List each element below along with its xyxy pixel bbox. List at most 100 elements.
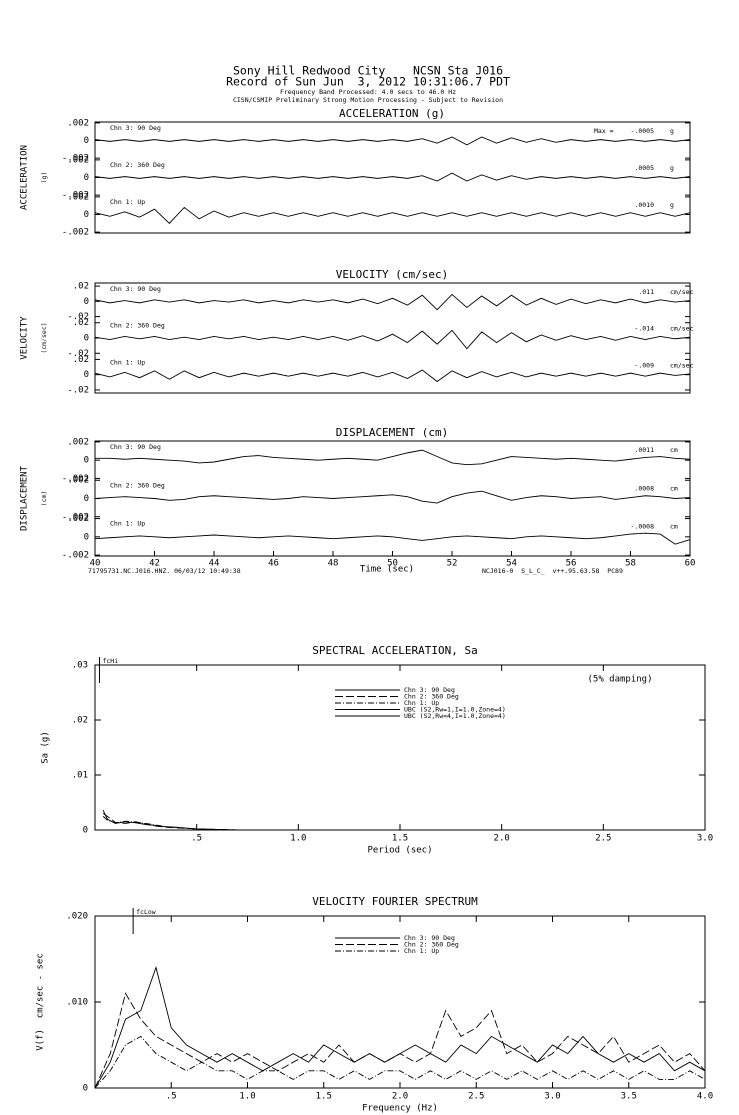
y-tick-label: .020 <box>66 912 88 922</box>
y-tick-label: -.002 <box>62 512 89 522</box>
x-tick-label: 1.5 <box>316 1092 332 1102</box>
x-tick-label: 3.0 <box>697 834 713 844</box>
legend-label: UBC (S2,Rw=1,I=1.0,Zone=4) <box>404 706 506 714</box>
y-axis-label: V(f) cm/sec - sec <box>36 953 46 1051</box>
panel-title: ACCELERATION (g) <box>339 107 445 120</box>
peak-value: -.009 <box>634 361 654 369</box>
x-tick-label: 42 <box>149 559 160 569</box>
peak-value: .011 <box>638 288 654 296</box>
legend-label: Chn 3: 90 Deg <box>404 934 455 942</box>
spectrum-line <box>94 992 706 1089</box>
y-tick-label: 0 <box>84 456 89 466</box>
legend-label: Chn 2: 360 Deg <box>404 941 459 949</box>
y-axis-label: VELOCITY <box>20 316 30 360</box>
x-tick-label: .5 <box>191 834 202 844</box>
y-tick-label: .02 <box>72 716 88 726</box>
revision-note: CISN/CSMIP Preliminary Strong Motion Pro… <box>233 96 503 104</box>
plot-frame <box>94 440 691 557</box>
spectrum-line <box>102 815 238 831</box>
channel-name: Chn 2: 360 Deg <box>110 481 165 489</box>
record-time: Record of Sun Jun 3, 2012 10:31:06.7 PDT <box>226 75 510 89</box>
y-tick-label: 0 <box>84 136 89 146</box>
peak-value: -.0008 <box>631 523 655 531</box>
y-tick-label: 0 <box>83 826 88 836</box>
legend-label: Chn 2: 360 Deg <box>404 693 459 701</box>
y-tick-label: .02 <box>73 355 89 365</box>
y-axis-label: ACCELERATION <box>20 145 30 210</box>
legend-label: Chn 1: Up <box>404 699 439 707</box>
x-axis-label: Period (sec) <box>367 846 432 856</box>
y-tick-label: .002 <box>67 155 89 165</box>
x-tick-label: 2.0 <box>392 1092 408 1102</box>
x-tick-label: 44 <box>209 559 220 569</box>
trace <box>94 369 691 383</box>
y-tick-label: 0 <box>84 334 89 344</box>
max-label: Max = <box>594 127 614 135</box>
y-tick-label: .02 <box>73 318 89 328</box>
x-axis-label: Frequency (Hz) <box>362 1104 438 1114</box>
peak-unit: g <box>670 201 674 209</box>
y-tick-label: 0 <box>84 532 89 542</box>
y-tick-label: -.002 <box>62 191 89 201</box>
trace <box>95 449 691 466</box>
y-tick-label: -.02 <box>67 349 89 359</box>
station-title: Sony Hill Redwood City NCSN Sta J016 <box>233 64 503 78</box>
x-tick-label: .5 <box>166 1092 177 1102</box>
y-tick-label: -.02 <box>67 312 89 322</box>
y-tick-label: 0 <box>83 1084 88 1094</box>
y-tick-label: .01 <box>72 771 88 781</box>
channel-name: Chn 3: 90 Deg <box>110 443 161 451</box>
y-tick-label: -.002 <box>62 551 89 561</box>
y-axis-unit: (cm) <box>40 491 48 507</box>
peak-unit: cm <box>670 484 678 492</box>
y-tick-label: -.002 <box>62 228 89 238</box>
peak-unit: g <box>670 164 674 172</box>
trace <box>94 136 691 146</box>
y-axis-label: Sa (g) <box>41 731 51 764</box>
spectrum-line <box>94 1035 706 1089</box>
channel-name: Chn 1: Up <box>110 198 145 206</box>
x-axis-label: Time (sec) <box>360 565 414 575</box>
y-tick-label: .010 <box>66 998 88 1008</box>
y-tick-label: .002 <box>67 192 89 202</box>
x-tick-label: 46 <box>268 559 279 569</box>
y-tick-label: -.002 <box>62 474 89 484</box>
channel-name: Chn 1: Up <box>110 520 145 528</box>
peak-value: -.0005 <box>631 127 655 135</box>
y-axis-unit: (g) <box>40 172 48 184</box>
y-tick-label: 0 <box>84 173 89 183</box>
x-tick-label: 1.5 <box>392 834 408 844</box>
peak-value: .0005 <box>634 164 654 172</box>
plot-frame <box>94 121 691 234</box>
channel-name: Chn 3: 90 Deg <box>110 285 161 293</box>
channel-name: Chn 3: 90 Deg <box>110 124 161 132</box>
y-tick-label: .002 <box>67 118 89 128</box>
footer-left: 71795731.NC.J016.HNZ. 06/03/12 10:49:38 <box>88 567 241 575</box>
peak-value: .0008 <box>634 484 654 492</box>
x-tick-label: 2.5 <box>595 834 611 844</box>
filter-corner-label: fcLow <box>136 908 156 916</box>
x-tick-label: 2.0 <box>494 834 510 844</box>
y-axis-label: DISPLACEMENT <box>20 465 30 531</box>
y-tick-label: 0 <box>84 494 89 504</box>
x-tick-label: 52 <box>447 559 458 569</box>
x-tick-label: 3.5 <box>621 1092 637 1102</box>
y-tick-label: .002 <box>67 437 89 447</box>
y-tick-label: 0 <box>84 210 89 220</box>
chart-title: VELOCITY FOURIER SPECTRUM <box>312 895 478 908</box>
peak-unit: cm <box>670 523 678 531</box>
legend-label: Chn 1: Up <box>404 947 439 955</box>
x-tick-label: 50 <box>387 559 398 569</box>
peak-value: -.014 <box>634 325 654 333</box>
peak-value: .0011 <box>634 446 654 454</box>
y-tick-label: .02 <box>73 282 89 292</box>
x-tick-label: 1.0 <box>290 834 306 844</box>
trace <box>94 329 691 350</box>
trace <box>94 532 691 545</box>
footer-right: NCJ016-0 S_L_C_ v++.95.63.58 PC89 <box>482 567 623 575</box>
peak-unit: g <box>670 127 674 135</box>
spectrum-line <box>94 966 706 1089</box>
y-tick-label: 0 <box>84 297 89 307</box>
y-tick-label: .03 <box>72 661 88 671</box>
